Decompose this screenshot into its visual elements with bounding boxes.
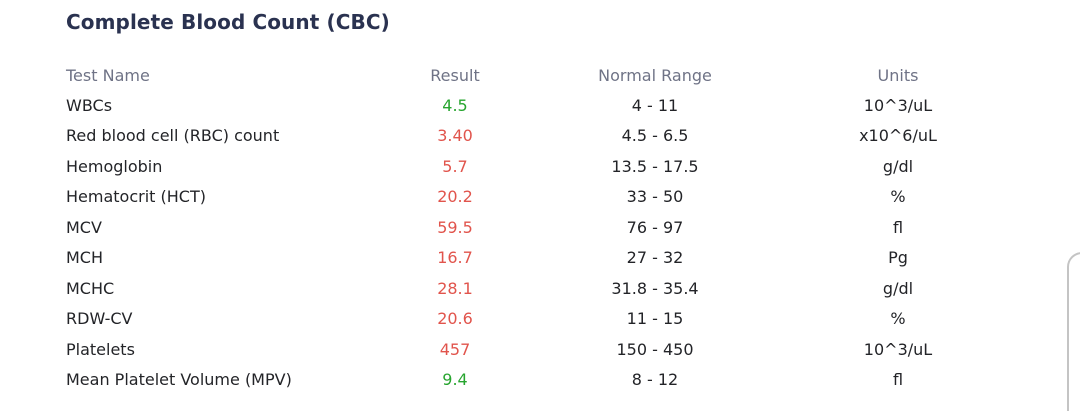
normal-range-cell: 11 - 15 <box>626 309 684 329</box>
units-cell: fl <box>892 217 904 237</box>
test-name-cell: MCH <box>66 248 104 268</box>
units-cell: x10^6/uL <box>859 126 937 146</box>
normal-range-cell: 4 - 11 <box>631 95 679 115</box>
normal-range-cell: 13.5 - 17.5 <box>611 156 699 176</box>
normal-range-cell: 27 - 32 <box>626 248 684 268</box>
table-row: Hematocrit (HCT) 20.2 33 - 50% <box>66 182 1010 213</box>
units-cell: fl <box>892 370 904 390</box>
table-row: RDW-CV 20.6 11 - 15% <box>66 304 1010 335</box>
result-value-cell: 16.7 <box>437 248 473 268</box>
units-cell: 10^3/uL <box>863 339 933 359</box>
normal-range-cell: 150 - 450 <box>616 339 694 359</box>
normal-range-cell: 31.8 - 35.4 <box>611 278 699 298</box>
test-name-cell: RDW-CV <box>66 309 133 329</box>
results-table-header: Test Name Result Normal Range Units <box>66 60 1010 90</box>
result-value-cell: 457 <box>439 339 471 359</box>
result-value-cell: 3.40 <box>437 126 473 146</box>
report-title: Complete Blood Count (CBC) <box>66 10 390 34</box>
test-name-cell: Red blood cell (RBC) count <box>66 126 280 146</box>
normal-range-cell: 8 - 12 <box>631 370 679 390</box>
table-row: Mean Platelet Volume (MPV) 9.4 8 - 12 fl <box>66 365 1010 396</box>
table-row: Platelets 457 150 - 450 10^3/uL <box>66 334 1010 365</box>
column-header-normal-range: Normal Range <box>598 65 712 85</box>
test-name-cell: Hemoglobin <box>66 156 163 176</box>
test-name-cell: Platelets <box>66 339 135 359</box>
result-value-cell: 4.5 <box>442 95 468 115</box>
results-table: Test Name Result Normal Range Units WBCs… <box>66 60 1010 395</box>
table-row: Red blood cell (RBC) count 3.40 4.5 - 6.5 x… <box>66 121 1010 152</box>
test-name-cell: WBCs <box>66 95 113 115</box>
normal-range-cell: 4.5 - 6.5 <box>621 126 689 146</box>
units-cell: Pg <box>888 248 908 268</box>
result-value-cell: 9.4 <box>442 370 468 390</box>
table-row: MCH 16.7 27 - 32 Pg <box>66 243 1010 274</box>
test-name-cell: MCV <box>66 217 102 237</box>
test-name-cell: MCHC <box>66 278 115 298</box>
units-cell: % <box>890 309 906 329</box>
header-row: Test Name Result Normal Range Units <box>66 60 1010 90</box>
units-cell: 10^3/uL <box>863 95 933 115</box>
normal-range-cell: 33 - 50 <box>626 187 684 207</box>
units-cell: g/dl <box>882 278 914 298</box>
test-name-cell: Hematocrit (HCT) <box>66 187 206 207</box>
results-table-body: WBCs 4.5 4 - 11 10^3/uL Red blood cell (RBC)… <box>66 90 1010 395</box>
table-row: Hemoglobin 5.7 13.5 - 17.5 g/dl <box>66 151 1010 182</box>
result-value-cell: 59.5 <box>437 217 473 237</box>
column-header-units: Units <box>877 65 919 85</box>
result-value-cell: 28.1 <box>437 278 473 298</box>
table-row: WBCs 4.5 4 - 11 10^3/uL <box>66 90 1010 121</box>
table-row: MCV 59.5 76 - 97 fl <box>66 212 1010 243</box>
units-cell: % <box>890 187 906 207</box>
adjacent-card-edge <box>1067 252 1080 411</box>
normal-range-cell: 76 - 97 <box>626 217 684 237</box>
test-name-cell: Mean Platelet Volume (MPV) <box>66 370 292 390</box>
units-cell: g/dl <box>882 156 914 176</box>
result-value-cell: 20.6 <box>437 309 473 329</box>
table-row: MCHC 28.1 31.8 - 35.4 g/dl <box>66 273 1010 304</box>
result-value-cell: 5.7 <box>442 156 468 176</box>
column-header-test-name: Test Name <box>66 65 150 85</box>
result-value-cell: 20.2 <box>437 187 473 207</box>
column-header-result: Result <box>430 65 480 85</box>
